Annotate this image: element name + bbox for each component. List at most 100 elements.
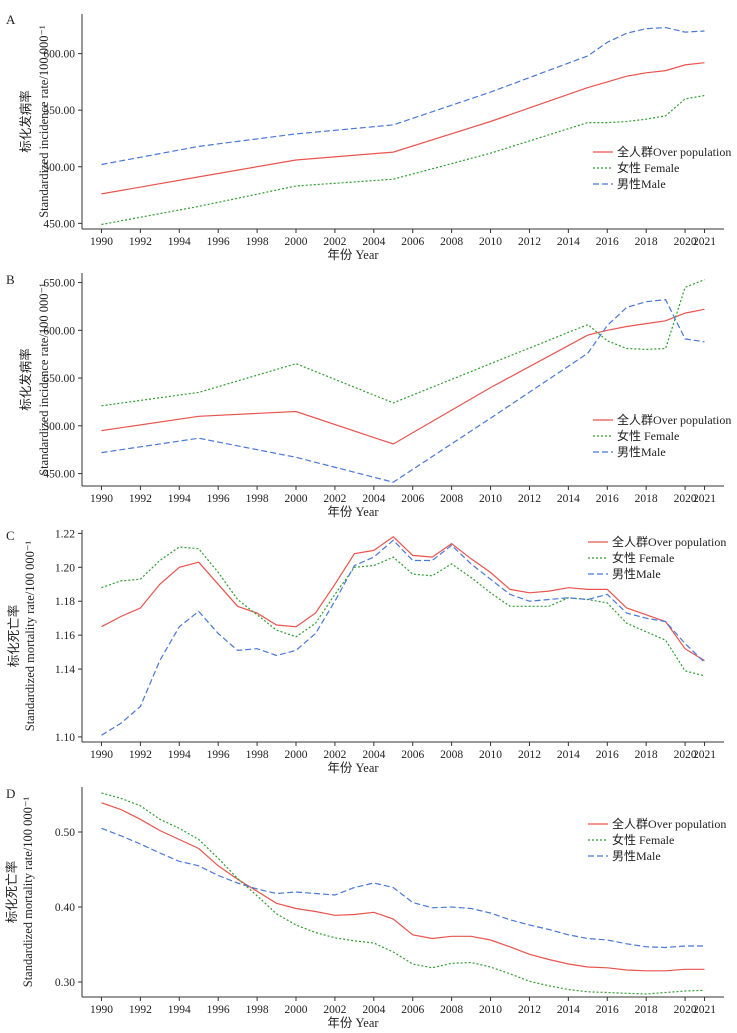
legend-label-male: 男性Male	[617, 445, 666, 459]
x-tick-label: 2002	[323, 1004, 346, 1016]
series-line-total	[101, 536, 705, 662]
x-tick-label: 1996	[207, 749, 230, 761]
x-tick-label: 2021	[693, 236, 716, 248]
x-tick-label: 2021	[693, 749, 716, 761]
x-tick-label: 1994	[168, 493, 191, 505]
y-tick-label: 650.00	[43, 278, 75, 290]
series-line-total	[101, 308, 705, 445]
y-tick-label: 1.14	[55, 664, 75, 676]
x-tick-label: 2016	[596, 749, 619, 761]
x-tick-label: 2012	[518, 236, 541, 248]
x-axis-label: 年份 Year	[327, 761, 379, 775]
x-tick-label: 2002	[323, 749, 346, 761]
y-axis-label-en: Standardized mortality rate/100 000⁻¹	[23, 541, 37, 732]
series-line-male	[101, 299, 705, 483]
x-axis-label: 年份 Year	[327, 505, 379, 519]
x-tick-label: 2002	[323, 493, 346, 505]
y-axis-label-cn: 标化发病率	[18, 348, 33, 411]
x-tick-label: 1990	[90, 236, 113, 248]
x-tick-label: 2006	[401, 236, 424, 248]
chart-panel-C: 1990 1992 1994 1996 1998 2000 2002 2004 2006 2008…	[6, 528, 726, 775]
x-tick-label: 2004	[362, 236, 385, 248]
x-tick-label: 2006	[401, 749, 424, 761]
x-tick-label: 2018	[635, 1004, 658, 1016]
x-tick-label: 2008	[440, 493, 463, 505]
x-tick-label: 1994	[168, 1004, 191, 1016]
chart-panel-A: 1990 1992 1994 1996 1998 2000 2002 2004 2006 2008…	[6, 12, 731, 262]
x-tick-label: 2010	[479, 493, 502, 505]
series-line-female	[101, 94, 705, 226]
x-tick-label: 1994	[168, 236, 191, 248]
y-tick-label: 0.40	[55, 902, 75, 914]
panel-label: A	[6, 12, 16, 27]
x-tick-label: 1996	[207, 493, 230, 505]
y-tick-label: 550.00	[43, 105, 75, 117]
x-tick-label: 2012	[518, 493, 541, 505]
series-line-female	[101, 792, 705, 995]
chart-panel-B: 1990 1992 1994 1996 1998 2000 2002 2004 2006 2008…	[6, 272, 731, 519]
x-tick-label: 2010	[479, 236, 502, 248]
x-tick-label: 2020	[674, 493, 697, 505]
x-tick-label: 2020	[674, 236, 697, 248]
x-tick-label: 1996	[207, 236, 230, 248]
x-tick-label: 2018	[635, 493, 658, 505]
y-tick-label: 450.00	[43, 469, 75, 481]
series-line-total	[101, 802, 705, 972]
y-tick-label: 1.18	[55, 596, 75, 608]
legend-label-male: 男性Male	[617, 177, 666, 191]
x-tick-label: 2000	[285, 749, 308, 761]
legend-label-male: 男性Male	[612, 849, 661, 863]
x-tick-label: 2000	[285, 1004, 308, 1016]
y-tick-label: 1.16	[55, 630, 75, 642]
chart-panel-D: 1990 1992 1994 1996 1998 2000 2002 2004 2006 2008…	[4, 786, 726, 1030]
x-tick-label: 1994	[168, 749, 191, 761]
x-tick-label: 2012	[518, 749, 541, 761]
series-line-male	[101, 827, 705, 949]
y-tick-label: 500.00	[43, 421, 75, 433]
series-line-female	[101, 279, 705, 407]
x-tick-label: 2018	[635, 749, 658, 761]
y-tick-label: 1.10	[55, 732, 75, 744]
y-tick-label: 450.00	[43, 218, 75, 230]
y-axis-label-cn: 标化发病率	[18, 90, 33, 153]
x-tick-label: 1990	[90, 749, 113, 761]
x-tick-label: 2008	[440, 236, 463, 248]
legend-label-total: 全人群Over population	[617, 144, 731, 159]
series-line-female	[101, 546, 705, 677]
x-tick-label: 2008	[440, 1004, 463, 1016]
y-tick-label: 550.00	[43, 373, 75, 385]
series-line-male	[101, 539, 705, 736]
x-tick-label: 2014	[557, 1004, 580, 1016]
x-tick-label: 1992	[129, 493, 152, 505]
y-axis-label-cn: 标化死亡率	[6, 605, 21, 668]
x-tick-label: 2004	[362, 493, 385, 505]
y-tick-label: 0.50	[55, 827, 75, 839]
panel-label: C	[6, 528, 15, 543]
x-tick-label: 1990	[90, 493, 113, 505]
y-tick-label: 600.00	[43, 49, 75, 61]
x-tick-label: 2016	[596, 1004, 619, 1016]
x-tick-label: 2004	[362, 749, 385, 761]
x-tick-label: 2016	[596, 493, 619, 505]
legend-label-female: 女性 Female	[612, 550, 674, 565]
series-line-total	[101, 62, 705, 195]
x-tick-label: 2000	[285, 493, 308, 505]
x-tick-label: 2014	[557, 236, 580, 248]
x-tick-label: 2021	[693, 1004, 716, 1016]
series-line-male	[101, 26, 705, 166]
legend-label-total: 全人群Over population	[617, 412, 731, 427]
x-tick-label: 2020	[674, 749, 697, 761]
x-tick-label: 1996	[207, 1004, 230, 1016]
y-axis-label-en: Standardized incidence rate/100 000⁻¹	[37, 25, 51, 218]
legend-label-female: 女性 Female	[617, 428, 679, 443]
legend-label-female: 女性 Female	[612, 832, 674, 847]
y-axis-label-en: Standardized incidence rate/100 000⁻¹	[37, 283, 51, 476]
x-tick-label: 1992	[129, 236, 152, 248]
x-tick-label: 2018	[635, 236, 658, 248]
legend-label-total: 全人群Over population	[612, 534, 726, 549]
x-tick-label: 2010	[479, 1004, 502, 1016]
